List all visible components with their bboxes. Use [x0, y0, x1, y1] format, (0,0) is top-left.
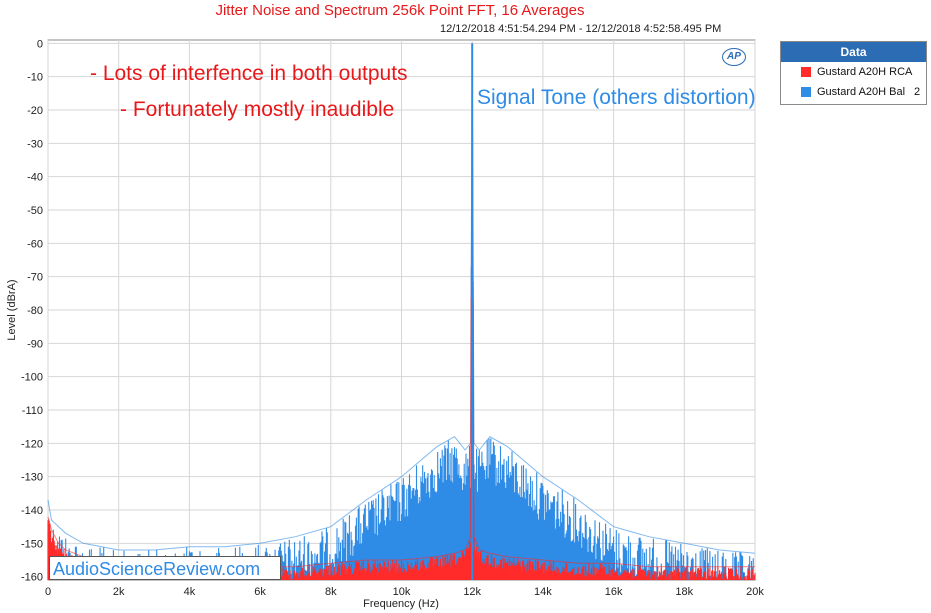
y-tick-label: -30 [27, 138, 43, 150]
y-tick-label: -80 [27, 305, 43, 317]
x-tick-label: 8k [325, 586, 337, 598]
chart-title: Jitter Noise and Spectrum 256k Point FFT… [215, 2, 585, 19]
ap-logo: AP [722, 48, 746, 66]
legend-header: Data [781, 42, 926, 62]
y-tick-label: -110 [22, 405, 43, 417]
x-tick-label: 16k [605, 586, 623, 598]
y-tick-label: -130 [21, 472, 43, 484]
legend-extra-bal: 2 [914, 86, 921, 98]
y-tick-label: -150 [21, 538, 43, 550]
y-tick-label: -70 [27, 272, 43, 284]
y-tick-label: -10 [27, 72, 43, 84]
legend-swatch-bal [801, 87, 811, 97]
x-tick-label: 2k [113, 586, 125, 598]
x-tick-label: 18k [675, 586, 693, 598]
y-tick-label: -60 [27, 238, 43, 250]
legend-item-bal[interactable]: Gustard A20H Bal 2 [781, 82, 926, 102]
x-tick-label: 10k [393, 586, 411, 598]
legend-item-rca[interactable]: Gustard A20H RCA [781, 62, 926, 82]
legend-label-rca: Gustard A20H RCA [817, 66, 913, 78]
y-tick-label: -50 [27, 205, 43, 217]
y-tick-label: 0 [37, 38, 43, 50]
legend: Data Gustard A20H RCA Gustard A20H Bal 2 [780, 41, 927, 105]
y-tick-label: -100 [21, 372, 43, 384]
y-tick-label: -40 [27, 172, 43, 184]
y-tick-label: -140 [21, 505, 43, 517]
annotation-inaudible: - Fortunately mostly inaudible [120, 98, 395, 121]
y-axis-label: Level (dBrA) [6, 279, 18, 340]
x-tick-label: 6k [254, 586, 266, 598]
x-tick-label: 12k [463, 586, 481, 598]
annotation-signal-tone: Signal Tone (others distortion) [477, 86, 756, 109]
legend-label-bal: Gustard A20H Bal [817, 86, 906, 98]
x-axis-label: Frequency (Hz) [363, 598, 439, 610]
y-tick-label: -120 [21, 438, 43, 450]
x-tick-label: 4k [184, 586, 196, 598]
chart-timestamp: 12/12/2018 4:51:54.294 PM - 12/12/2018 4… [440, 23, 722, 35]
y-tick-label: -160 [21, 572, 43, 584]
legend-swatch-rca [801, 67, 811, 77]
series-envelope [47, 43, 756, 554]
x-tick-label: 20k [746, 586, 764, 598]
watermark: AudioScienceReview.com [49, 556, 281, 580]
x-tick-label: 14k [534, 586, 552, 598]
y-tick-label: -90 [27, 338, 43, 350]
x-tick-label: 0 [45, 586, 51, 598]
y-tick-label: -20 [27, 105, 43, 117]
annotation-interference: - Lots of interfence in both outputs [90, 62, 408, 85]
tick-labels: 0 2k 4k 6k 8k 10k 12k 14k 16k 18k 20k 0 -10 -20 -30 -40… [21, 38, 764, 598]
